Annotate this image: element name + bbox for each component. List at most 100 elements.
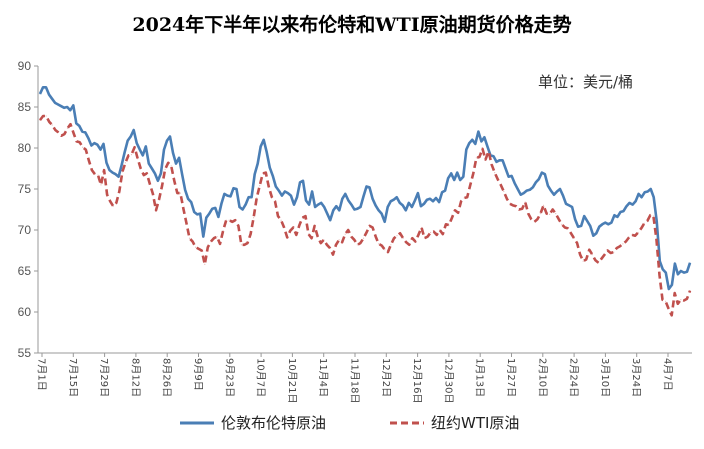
series-1-point <box>622 210 625 212</box>
series-1-point <box>502 159 504 161</box>
series-2-point <box>570 232 572 234</box>
series-2-point <box>88 159 90 161</box>
series-2-point <box>134 146 136 148</box>
series-1-point <box>263 139 265 141</box>
series-2-point <box>149 183 151 185</box>
series-2-point <box>390 244 392 246</box>
series-1-point <box>96 144 98 146</box>
series-1-point <box>323 206 325 208</box>
series-2-point <box>619 245 621 247</box>
series-1-point <box>613 214 616 216</box>
series-1-point <box>229 195 232 197</box>
series-2-point <box>195 246 197 248</box>
series-2-point <box>231 221 233 223</box>
series-1-point <box>408 202 410 204</box>
y-tick-label: 85 <box>18 100 32 114</box>
series-2-point <box>381 245 383 247</box>
x-tick-label: 3月24日 <box>630 358 642 397</box>
series-2-point <box>518 208 520 211</box>
series-1-point <box>483 136 485 138</box>
series-2-point <box>533 221 536 223</box>
series-1-point <box>181 173 183 175</box>
series-1-point <box>532 186 534 188</box>
series-2-point <box>408 244 410 246</box>
series-2-point <box>256 197 258 199</box>
series-2-point <box>506 198 508 200</box>
series-2-point <box>628 236 630 238</box>
series-2-point <box>561 223 563 225</box>
series-2-point <box>469 184 471 186</box>
series-2-point <box>622 243 624 245</box>
series-1-point <box>508 176 510 178</box>
series-1-point <box>166 140 168 142</box>
series-1-point <box>592 235 594 237</box>
series-1-point <box>344 193 346 195</box>
series-2-point <box>362 237 365 239</box>
series-2-point <box>576 242 578 244</box>
series-2-point <box>372 226 374 229</box>
series-2-point <box>295 234 297 236</box>
series-2-point <box>665 300 667 302</box>
series-1-point <box>208 213 210 215</box>
series-2-point <box>512 204 514 206</box>
series-2-point <box>591 254 593 256</box>
y-tick-label: 75 <box>18 182 32 196</box>
series-1-point <box>139 149 141 151</box>
series-2-point <box>689 290 691 292</box>
series-1-point <box>290 195 292 197</box>
series-2-point <box>109 200 111 202</box>
series-1-point <box>54 102 56 104</box>
series-1-point <box>187 198 189 200</box>
series-1-point <box>444 190 446 192</box>
series-1-point <box>112 172 114 174</box>
series-1-point <box>544 173 546 175</box>
series-1-point <box>51 98 53 100</box>
chart-title: 2024年下半年以来布伦特和WTI原油期货价格走势 <box>132 14 572 36</box>
y-axis-ticks: 55 60 65 70 75 80 85 90 <box>18 59 38 360</box>
series-2-point <box>207 246 209 248</box>
series-1-point <box>205 217 207 219</box>
series-line-2 <box>38 114 692 317</box>
series-2-point <box>170 165 172 167</box>
series-1-point <box>48 94 50 96</box>
series-2-point <box>497 178 499 180</box>
series-1-point <box>359 206 362 208</box>
series-2-point <box>658 274 661 276</box>
series-2-point <box>140 167 142 170</box>
series-2-point <box>274 200 276 202</box>
series-2-point <box>668 308 670 310</box>
series-2-point <box>454 209 456 211</box>
series-2-point <box>451 217 453 219</box>
series-1-point <box>598 226 600 228</box>
series-1-point <box>317 204 319 206</box>
series-2-point <box>39 119 41 121</box>
series-2-point <box>338 239 340 241</box>
series-2-point <box>311 237 313 239</box>
series-2-point <box>137 158 139 160</box>
series-2-point <box>85 149 87 151</box>
series-1-point <box>257 163 259 165</box>
series-1-point <box>674 263 676 265</box>
series-1-point <box>665 272 667 274</box>
series-1-point <box>39 93 41 95</box>
series-2-point <box>155 209 157 211</box>
series-1-point <box>90 144 92 147</box>
series-1-point <box>63 107 65 109</box>
series-1-point <box>217 216 219 218</box>
x-tick-label: 8月12日 <box>129 358 141 397</box>
series-2-point <box>436 234 438 236</box>
series-1-point <box>541 172 543 174</box>
series-1-point <box>151 167 153 170</box>
series-2-point <box>481 148 484 150</box>
series-2-point <box>57 131 59 133</box>
series-1-point <box>160 172 162 174</box>
series-2-point <box>375 236 377 238</box>
series-2-point <box>100 184 102 186</box>
series-1-point <box>356 208 358 210</box>
series-1-point <box>136 142 138 144</box>
series-1-point <box>402 204 404 206</box>
series-2-point <box>661 299 664 301</box>
series-2-point <box>430 231 432 234</box>
series-2-point <box>118 190 120 193</box>
series-2-point <box>121 171 123 173</box>
